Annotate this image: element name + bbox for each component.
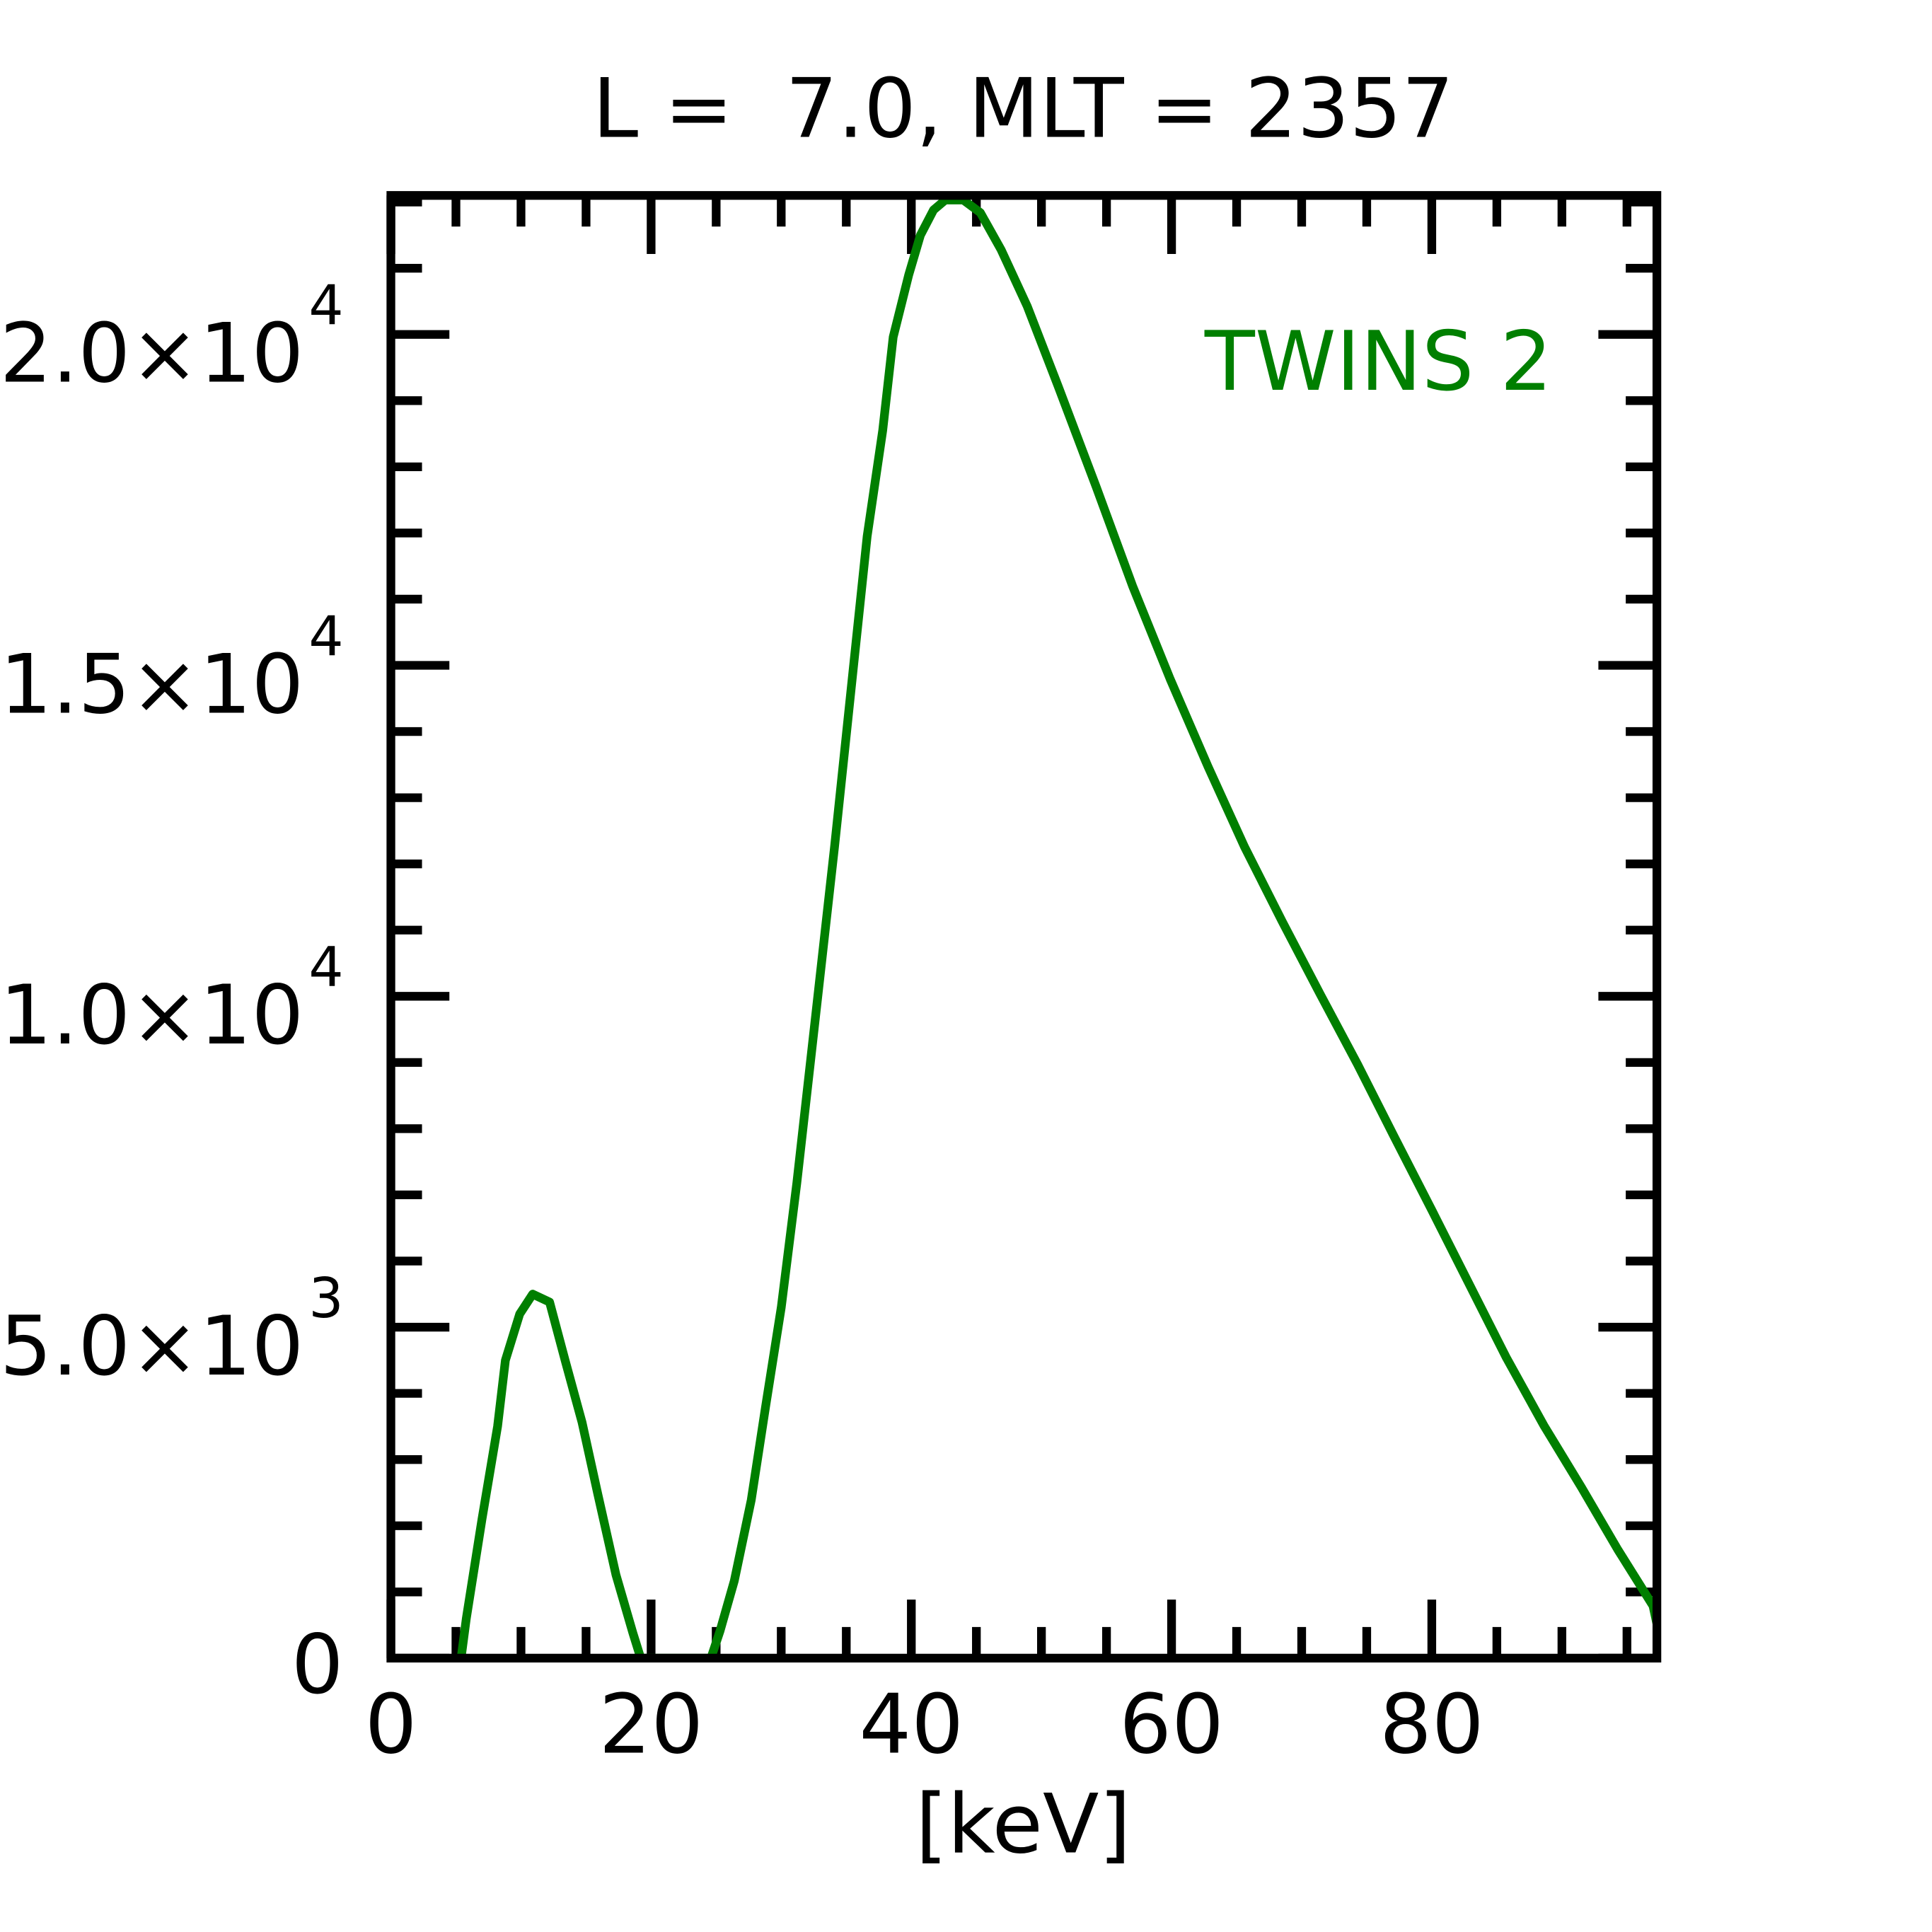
y-tick-label: 1.5×10 xyxy=(0,637,303,732)
legend-label-twins-2: TWINS 2 xyxy=(1204,314,1552,410)
chart-title: L = 7.0, MLT = 2357 xyxy=(593,62,1454,157)
y-tick-exponent: 4 xyxy=(308,274,343,338)
y-tick-exponent: 3 xyxy=(308,1267,343,1331)
x-tick-label: 0 xyxy=(365,1677,417,1773)
y-tick-exponent: 4 xyxy=(308,936,343,1000)
y-tick-label: 0 xyxy=(291,1617,344,1713)
y-tick-label: 5.0×10 xyxy=(0,1299,303,1394)
axis-ticks xyxy=(386,195,1658,1663)
plot-frame xyxy=(386,191,1662,1663)
x-tick-label: 80 xyxy=(1379,1677,1484,1773)
x-tick-label: 60 xyxy=(1119,1677,1224,1773)
x-axis-label: [keV] xyxy=(915,1776,1131,1872)
x-tick-label: 20 xyxy=(598,1677,703,1773)
y-tick-label: 2.0×10 xyxy=(0,306,303,402)
series-line-twins-2 xyxy=(456,195,1658,1658)
y-tick-label: 1.0×10 xyxy=(0,968,303,1063)
x-tick-label: 40 xyxy=(859,1677,964,1773)
y-tick-exponent: 4 xyxy=(308,605,343,669)
